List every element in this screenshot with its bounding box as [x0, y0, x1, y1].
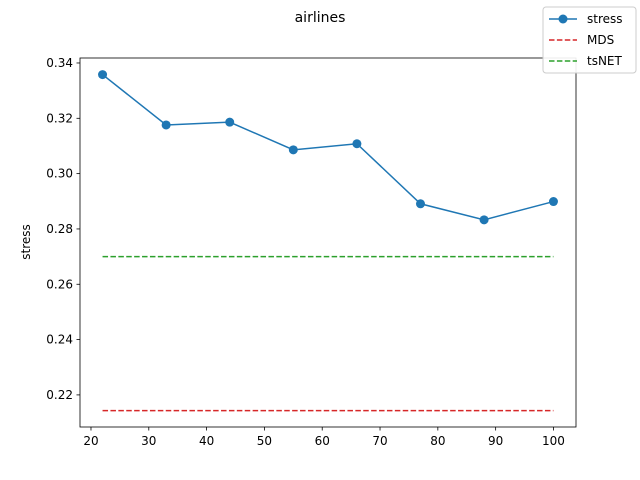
x-tick-label: 80 — [430, 434, 445, 448]
y-tick-label: 0.34 — [46, 56, 73, 70]
x-tick-label: 60 — [315, 434, 330, 448]
legend-box — [542, 6, 637, 74]
legend-marker — [558, 14, 568, 24]
data-point — [415, 199, 425, 209]
data-point — [225, 117, 235, 127]
y-tick-label: 0.30 — [46, 167, 73, 181]
x-tick-label: 40 — [199, 434, 214, 448]
y-tick-label: 0.28 — [46, 222, 73, 236]
y-tick-label: 0.22 — [46, 388, 73, 402]
chart-title: airlines — [295, 10, 346, 26]
y-axis-label: stress — [19, 224, 33, 260]
data-point — [98, 70, 108, 80]
x-tick-label: 90 — [488, 434, 503, 448]
axes-frame — [79, 57, 577, 428]
x-tick-label: 70 — [372, 434, 387, 448]
plot-area — [98, 70, 558, 412]
x-tick-label: 20 — [83, 434, 98, 448]
x-tick-label: 100 — [542, 434, 565, 448]
y-tick-label: 0.32 — [46, 111, 73, 125]
y-tick-label: 0.26 — [46, 277, 73, 291]
data-point — [479, 215, 489, 225]
axes: 20 30 40 50 60 70 80 90 100 0.22 0.24 0.26 0.28 0.30 0… — [46, 56, 577, 448]
y-tick-label: 0.24 — [46, 333, 73, 347]
x-tick-label: 30 — [141, 434, 156, 448]
legend-label: tsNET — [587, 54, 623, 68]
data-point — [352, 139, 362, 149]
legend-label: MDS — [587, 33, 614, 47]
data-point — [161, 120, 171, 130]
data-point — [288, 145, 298, 155]
legend: stress MDS tsNET — [542, 6, 637, 74]
series-line-stress — [102, 74, 554, 221]
x-tick-label: 50 — [257, 434, 272, 448]
legend-label: stress — [587, 12, 623, 26]
data-point — [548, 197, 558, 207]
